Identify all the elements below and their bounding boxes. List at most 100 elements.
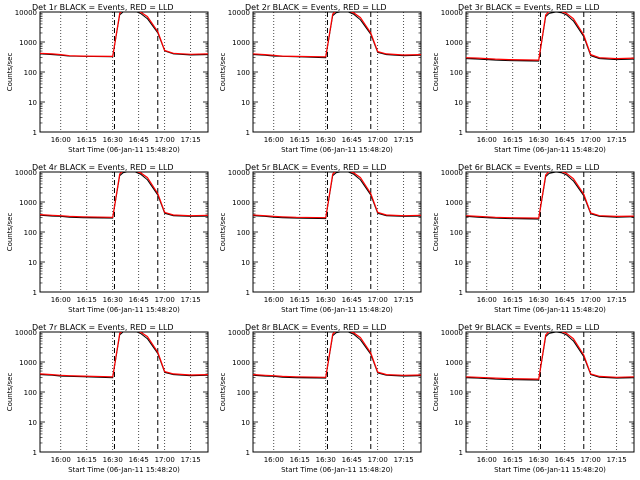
x-tick-label: 16:30 (103, 296, 123, 304)
events-series-line (466, 172, 634, 220)
y-tick-label: 100 (24, 69, 37, 77)
lld-series-line (253, 332, 421, 378)
events-series-line (466, 332, 634, 381)
y-axis-label: Counts/sec (6, 53, 14, 92)
x-axis-label: Start Time (06-Jan-11 15:48:20) (281, 306, 393, 314)
plot-frame (252, 11, 422, 133)
x-tick-label: 16:15 (290, 136, 310, 144)
x-tick-label: 16:00 (264, 456, 284, 464)
x-tick-label: 16:15 (77, 296, 97, 304)
y-tick-label: 10 (241, 259, 250, 267)
lld-series-line (466, 332, 634, 380)
y-tick-label: 1 (459, 449, 463, 457)
y-tick-label: 1 (459, 289, 463, 297)
x-tick-label: 16:00 (51, 136, 71, 144)
plot-frame (465, 331, 635, 453)
x-tick-label: 16:45 (342, 296, 362, 304)
y-tick-label: 100 (237, 69, 250, 77)
y-tick-label: 1 (246, 129, 250, 137)
y-tick-label: 10000 (228, 169, 250, 177)
x-tick-label: 16:00 (477, 136, 497, 144)
x-tick-label: 16:30 (529, 136, 549, 144)
y-tick-label: 10000 (441, 169, 463, 177)
events-series-line (40, 172, 208, 219)
lld-series-line (253, 12, 421, 58)
x-tick-label: 16:30 (316, 456, 336, 464)
x-tick-label: 17:00 (581, 136, 601, 144)
x-tick-label: 16:15 (503, 136, 523, 144)
x-tick-label: 17:00 (368, 456, 388, 464)
panel-title: Det 7r BLACK = Events, RED = LLD (32, 323, 174, 332)
x-tick-label: 16:00 (264, 296, 284, 304)
y-tick-label: 10000 (228, 9, 250, 17)
x-tick-label: 17:15 (181, 296, 201, 304)
x-tick-label: 16:15 (503, 296, 523, 304)
y-axis-label: Counts/sec (6, 213, 14, 252)
y-axis-label: Counts/sec (6, 373, 14, 412)
y-tick-label: 1000 (19, 359, 37, 367)
y-tick-label: 1 (459, 129, 463, 137)
y-tick-label: 100 (24, 229, 37, 237)
lld-series-line (40, 12, 208, 58)
panel-title: Det 5r BLACK = Events, RED = LLD (245, 163, 387, 172)
x-tick-label: 17:15 (607, 456, 627, 464)
y-tick-label: 10000 (15, 329, 37, 337)
x-axis-label: Start Time (06-Jan-11 15:48:20) (281, 466, 393, 474)
x-tick-label: 16:45 (342, 456, 362, 464)
y-tick-label: 10 (241, 99, 250, 107)
x-tick-label: 16:45 (555, 136, 575, 144)
events-series-line (40, 12, 208, 58)
y-tick-label: 1 (246, 289, 250, 297)
y-tick-label: 10 (28, 259, 37, 267)
x-tick-label: 17:00 (368, 296, 388, 304)
y-axis-label: Counts/sec (219, 53, 227, 92)
y-tick-label: 1000 (232, 199, 250, 207)
x-tick-label: 17:00 (581, 456, 601, 464)
x-axis-label: Start Time (06-Jan-11 15:48:20) (68, 466, 180, 474)
y-tick-label: 1000 (445, 359, 463, 367)
x-tick-label: 16:45 (555, 296, 575, 304)
y-tick-label: 100 (450, 389, 463, 397)
y-tick-label: 100 (24, 389, 37, 397)
x-axis-label: Start Time (06-Jan-11 15:48:20) (494, 306, 606, 314)
lld-series-line (466, 172, 634, 219)
detector-panel: Det 8r BLACK = Events, RED = LLD 1 10 100 10… (219, 323, 422, 474)
y-tick-label: 1 (33, 129, 37, 137)
panel-title: Det 4r BLACK = Events, RED = LLD (32, 163, 174, 172)
y-axis-label: Counts/sec (432, 373, 440, 412)
x-tick-label: 16:00 (51, 456, 71, 464)
x-tick-label: 17:15 (607, 296, 627, 304)
x-tick-label: 17:15 (181, 456, 201, 464)
y-axis-label: Counts/sec (432, 53, 440, 92)
x-tick-label: 16:30 (316, 136, 336, 144)
lld-series-line (40, 172, 208, 218)
lld-series-line (253, 172, 421, 219)
plot-frame (39, 171, 209, 293)
y-axis-label: Counts/sec (219, 373, 227, 412)
x-tick-label: 17:15 (181, 136, 201, 144)
y-tick-label: 1 (33, 289, 37, 297)
x-tick-label: 16:00 (477, 456, 497, 464)
y-tick-label: 10 (454, 419, 463, 427)
x-tick-label: 17:00 (155, 456, 175, 464)
detector-panel: Det 5r BLACK = Events, RED = LLD 1 10 100 10… (219, 163, 422, 314)
plot-frame (465, 171, 635, 293)
x-tick-label: 17:15 (394, 456, 414, 464)
detector-panel: Det 6r BLACK = Events, RED = LLD 1 10 100 10… (432, 163, 635, 314)
events-series-line (253, 12, 421, 59)
y-tick-label: 1 (246, 449, 250, 457)
events-series-line (40, 332, 208, 379)
panel-title: Det 8r BLACK = Events, RED = LLD (245, 323, 387, 332)
detector-panel: Det 1r BLACK = Events, RED = LLD 1 10 100 10… (6, 3, 209, 154)
y-tick-label: 10000 (441, 9, 463, 17)
detector-panel: Det 2r BLACK = Events, RED = LLD 1 10 100 10… (219, 3, 422, 154)
x-tick-label: 16:30 (103, 456, 123, 464)
x-tick-label: 16:00 (264, 136, 284, 144)
x-tick-label: 16:30 (529, 456, 549, 464)
y-tick-label: 10 (28, 99, 37, 107)
y-axis-label: Counts/sec (432, 213, 440, 252)
x-tick-label: 16:00 (477, 296, 497, 304)
y-tick-label: 1000 (232, 359, 250, 367)
x-axis-label: Start Time (06-Jan-11 15:48:20) (281, 146, 393, 154)
x-tick-label: 16:45 (342, 136, 362, 144)
